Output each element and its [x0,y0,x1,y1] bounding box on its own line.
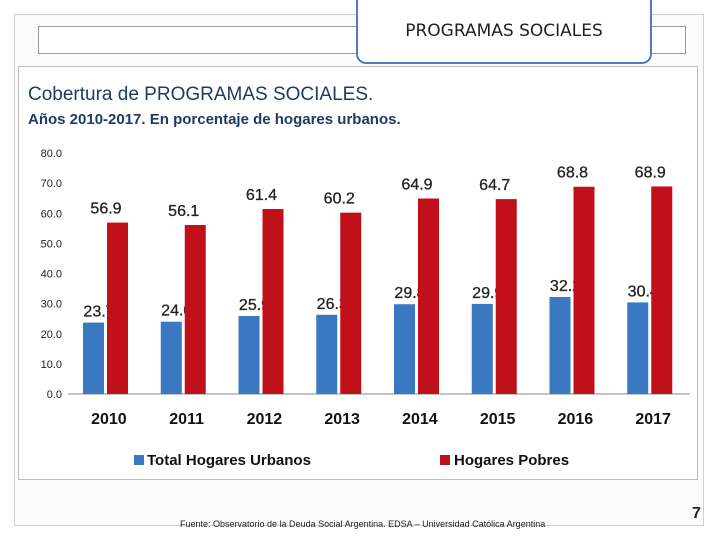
y-tick-label: 20.0 [41,329,62,341]
x-tick-label: 2017 [635,411,671,428]
y-tick-label: 60.0 [41,208,62,220]
bar-total-hogares [238,315,260,394]
bar-hogares-pobres [107,222,128,394]
bar-hogares-pobres [573,186,595,394]
y-tick-label: 10.0 [41,359,62,371]
y-tick-label: 80.0 [41,148,62,160]
data-label-total-hogares: 29.9 [472,285,503,302]
slide-title-tab: PROGRAMAS SOCIALES [356,0,652,64]
bar-hogares-pobres [262,209,284,394]
y-tick-label: 70.0 [41,178,62,190]
bar-total-hogares [160,321,182,394]
bar-hogares-pobres [340,212,362,394]
bar-total-hogares [316,314,338,394]
source-note: Fuente: Observatorio de la Deuda Social … [180,519,546,529]
data-label-hogares-pobres: 60.2 [324,191,355,208]
y-tick-label: 0.0 [47,389,62,401]
bar-hogares-pobres [418,198,439,394]
data-label-total-hogares: 26.3 [317,296,348,313]
bar-total-hogares [394,304,415,394]
data-label-total-hogares: 25.9 [239,297,270,314]
y-tick-label: 50.0 [41,238,62,250]
chart-subtitle: Años 2010-2017. En porcentaje de hogares… [28,111,401,128]
bar-total-hogares [627,302,649,394]
x-tick-label: 2016 [558,411,594,428]
data-label-total-hogares: 24.0 [161,303,192,320]
data-label-hogares-pobres: 68.8 [557,165,588,182]
bar-hogares-pobres [495,199,517,394]
y-tick-label: 40.0 [41,269,62,281]
chart-title: Cobertura de PROGRAMAS SOCIALES. [28,84,374,105]
bar-total-hogares [471,303,493,394]
legend-label: Total Hogares Urbanos [147,452,311,469]
data-label-total-hogares: 23.7 [83,304,114,321]
bar-total-hogares [549,296,571,394]
x-tick-label: 2013 [324,411,360,428]
data-label-hogares-pobres: 56.1 [168,203,199,220]
data-label-hogares-pobres: 68.9 [635,164,666,181]
bar-total-hogares [83,322,104,394]
data-label-total-hogares: 29.8 [394,285,425,302]
data-label-hogares-pobres: 56.9 [90,201,121,218]
legend-swatch [440,455,450,465]
slide-title: PROGRAMAS SOCIALES [405,21,603,41]
legend-label: Hogares Pobres [454,452,569,469]
x-tick-label: 2014 [402,411,438,428]
data-label-hogares-pobres: 64.9 [401,176,432,193]
x-tick-label: 2015 [480,411,516,428]
data-label-hogares-pobres: 61.4 [246,187,277,204]
bar-hogares-pobres [651,186,673,394]
data-label-total-hogares: 32.2 [550,278,581,295]
page-number: 7 [692,505,701,522]
legend-swatch [134,455,144,465]
x-tick-label: 2010 [91,411,127,428]
x-tick-label: 2011 [169,411,204,428]
x-tick-label: 2012 [247,411,283,428]
bar-hogares-pobres [184,224,206,394]
y-tick-label: 30.0 [41,299,62,311]
data-label-total-hogares: 30.4 [628,283,659,300]
data-label-hogares-pobres: 64.7 [479,177,510,194]
